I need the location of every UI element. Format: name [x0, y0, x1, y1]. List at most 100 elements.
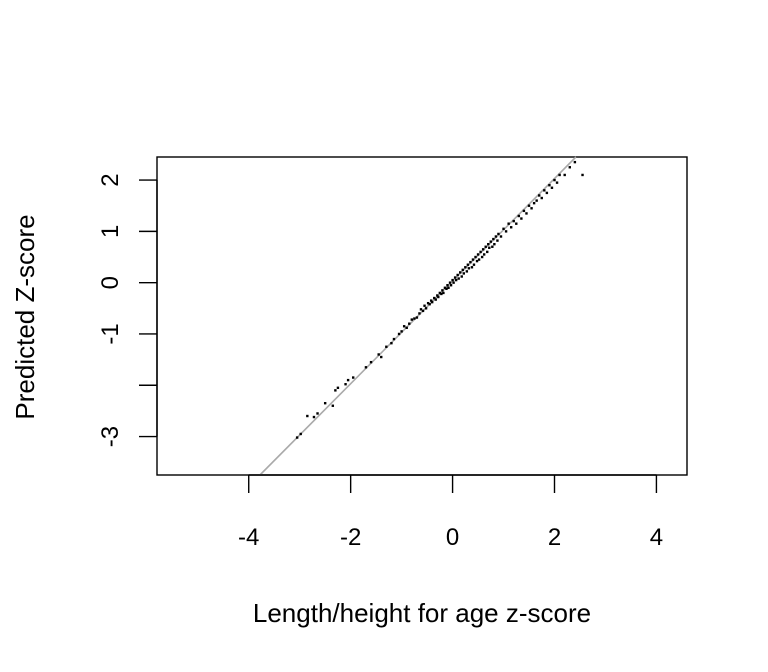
data-point — [442, 291, 445, 295]
data-point — [295, 436, 299, 439]
data-point — [336, 386, 340, 390]
data-point — [475, 259, 479, 263]
y-tick-label: -1 — [97, 323, 124, 344]
data-point — [457, 277, 460, 280]
data-point — [472, 263, 476, 266]
data-point — [352, 376, 355, 379]
data-point — [405, 326, 408, 329]
data-point — [452, 281, 455, 284]
data-point — [520, 217, 523, 220]
data-point — [482, 253, 486, 256]
data-point — [402, 325, 406, 328]
data-point — [479, 250, 482, 254]
data-point — [306, 414, 309, 418]
data-point — [488, 246, 491, 249]
data-point — [380, 355, 383, 359]
data-point — [312, 415, 316, 419]
data-point — [462, 272, 465, 275]
x-tick-label: 2 — [548, 524, 561, 551]
data-point — [428, 303, 431, 306]
data-point — [453, 276, 457, 279]
data-point — [434, 298, 437, 301]
data-point — [331, 404, 335, 407]
data-point — [334, 389, 337, 392]
data-point — [470, 266, 474, 269]
data-point — [581, 173, 584, 177]
data-point — [408, 322, 411, 325]
x-tick-label: 4 — [650, 524, 663, 551]
x-axis-title: Length/height for age z-score — [253, 598, 591, 628]
data-point — [469, 260, 472, 264]
data-point — [421, 309, 425, 313]
data-point — [447, 286, 450, 289]
data-point — [491, 245, 494, 248]
data-point — [433, 296, 436, 300]
data-point — [419, 308, 423, 311]
data-point — [474, 255, 477, 259]
data-point — [364, 366, 368, 369]
x-tick-label: 0 — [446, 524, 459, 551]
data-point — [471, 258, 475, 261]
data-point — [429, 299, 433, 302]
data-point — [460, 275, 463, 278]
data-point — [424, 307, 428, 310]
data-point — [480, 255, 484, 259]
data-point — [558, 173, 561, 177]
data-point — [527, 204, 531, 207]
data-point — [454, 278, 458, 282]
data-point — [437, 295, 440, 299]
data-point — [449, 284, 453, 287]
data-point — [515, 222, 518, 225]
data-point — [467, 267, 471, 270]
data-point — [502, 227, 505, 231]
data-point — [484, 245, 487, 248]
data-point — [522, 209, 526, 213]
data-point — [530, 207, 533, 210]
data-point — [415, 316, 419, 319]
data-point — [377, 353, 380, 356]
data-point — [497, 232, 500, 236]
data-point — [568, 166, 571, 169]
data-point — [535, 199, 538, 202]
data-point — [390, 341, 393, 345]
data-point — [507, 222, 510, 225]
data-point — [430, 300, 434, 304]
x-tick-label: -4 — [238, 524, 259, 551]
data-point — [487, 242, 490, 246]
data-point — [517, 214, 521, 218]
data-point — [316, 412, 319, 415]
data-point — [299, 432, 302, 436]
data-point — [443, 286, 447, 289]
data-point — [459, 271, 462, 274]
data-point — [532, 201, 536, 205]
y-tick-label: -3 — [97, 426, 124, 447]
data-point — [445, 287, 448, 291]
y-axis-title: Predicted Z-score — [10, 214, 40, 419]
data-point — [538, 194, 541, 197]
data-point — [563, 173, 566, 177]
data-point — [477, 258, 481, 261]
data-point — [509, 226, 513, 229]
data-point — [548, 184, 551, 187]
data-point — [512, 219, 515, 223]
data-point — [344, 383, 347, 386]
data-point — [543, 189, 546, 192]
data-point — [397, 332, 401, 336]
x-tick-label: -2 — [340, 524, 361, 551]
data-point — [496, 239, 499, 242]
data-point — [466, 263, 470, 266]
points-layer — [295, 160, 584, 439]
data-point — [553, 178, 556, 182]
data-point — [441, 289, 444, 292]
data-point — [481, 248, 485, 251]
data-point — [385, 345, 388, 348]
data-point — [525, 212, 528, 215]
data-point — [418, 312, 421, 315]
data-point — [464, 266, 467, 269]
data-point — [423, 304, 426, 307]
data-point — [369, 360, 373, 364]
data-point — [493, 242, 496, 246]
data-point — [436, 294, 439, 297]
data-point — [410, 318, 414, 321]
